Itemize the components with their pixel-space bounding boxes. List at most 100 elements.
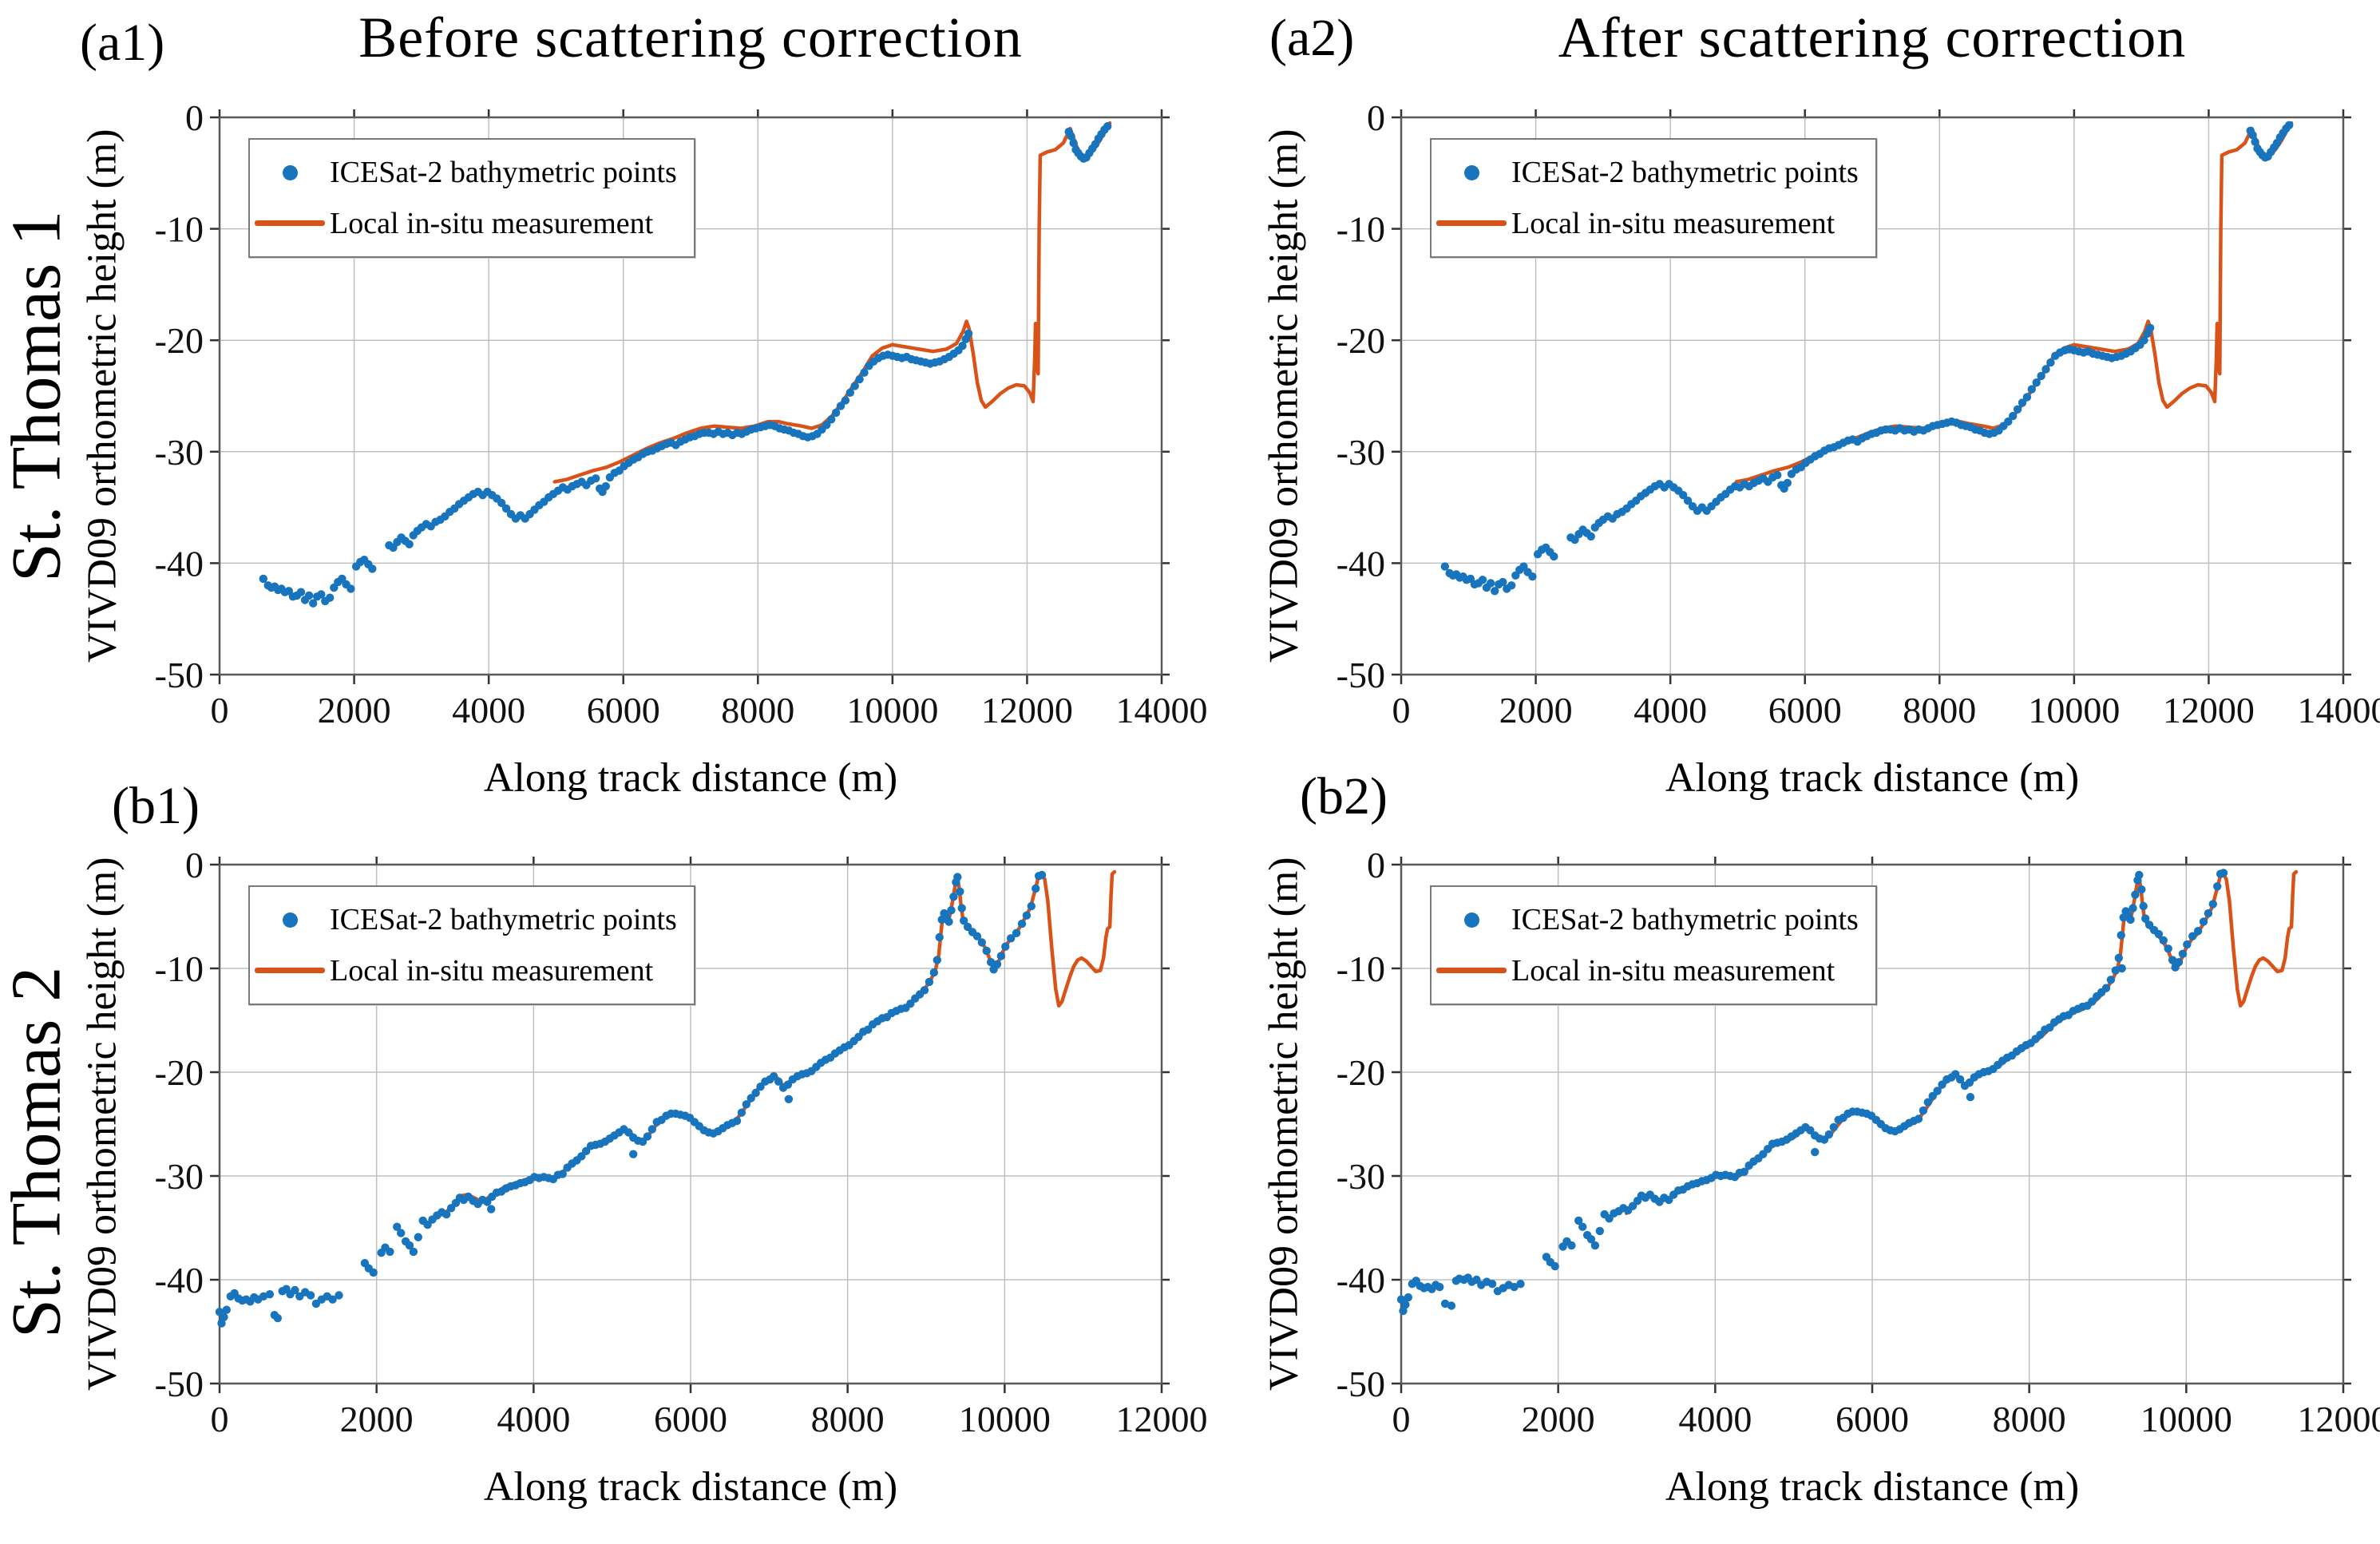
tick-marks: [1392, 857, 2351, 1393]
tick-marks: [210, 857, 1170, 1393]
legend-label: Local in-situ measurement: [1511, 206, 1835, 240]
svg-text:2000: 2000: [1522, 1399, 1595, 1439]
svg-text:-40: -40: [1337, 543, 1385, 584]
line-marker-icon: [255, 968, 325, 974]
svg-text:6000: 6000: [587, 690, 660, 730]
axes-box: [1400, 863, 2345, 1385]
subplot-b1: VIVD09 orthometric height (m) 0 2000 4000 6…: [80, 845, 1208, 1510]
svg-text:-50: -50: [155, 655, 204, 695]
panel-label-b1: (b1): [112, 777, 200, 835]
panel-label-a2: (a2): [1269, 9, 1355, 67]
legend: ICESat-2 bathymetric points Local in-sit…: [248, 885, 695, 1005]
y-tick-labels: 0 -10 -20 -30 -40 -50: [1337, 97, 1385, 695]
legend-label: Local in-situ measurement: [1511, 953, 1835, 988]
svg-text:-30: -30: [1337, 1156, 1385, 1197]
axes-box: [218, 116, 1163, 676]
svg-text:4000: 4000: [1678, 1399, 1752, 1439]
svg-text:14000: 14000: [1116, 690, 1208, 730]
legend-label: Local in-situ measurement: [330, 953, 654, 988]
svg-text:-30: -30: [155, 432, 204, 473]
x-tick-labels: 0 2000 4000 6000 8000 10000 12000 14000: [1392, 690, 2380, 730]
subplot-a2: VIVD09 orthometric height (m) 0 2000 4000 6…: [1261, 97, 2380, 801]
icesat2-points: [1440, 121, 2294, 596]
svg-text:0: 0: [1392, 1399, 1411, 1439]
x-tick-labels: 0 2000 4000 6000 8000 10000 12000: [1392, 1399, 2380, 1439]
x-axis-label: Along track distance (m): [1665, 1464, 2080, 1510]
svg-text:0: 0: [211, 1399, 229, 1439]
plot-area-b1: 0 2000 4000 6000 8000 10000 12000 0 -10 -20 -30 -40…: [155, 845, 1208, 1439]
svg-text:10000: 10000: [2140, 1399, 2232, 1439]
column-title-after: After scattering correction: [1558, 6, 2187, 69]
scatter-marker-icon: [1463, 912, 1479, 928]
legend-label: ICESat-2 bathymetric points: [330, 903, 677, 937]
svg-text:-20: -20: [155, 320, 204, 361]
svg-text:12000: 12000: [1116, 1399, 1208, 1439]
svg-text:0: 0: [211, 690, 229, 730]
x-tick-labels: 0 2000 4000 6000 8000 10000 12000: [211, 1399, 1208, 1439]
svg-text:-10: -10: [1337, 948, 1385, 989]
legend-label: ICESat-2 bathymetric points: [330, 156, 677, 190]
legend-item-line: Local in-situ measurement: [1432, 953, 1875, 988]
y-tick-labels: 0 -10 -20 -30 -40 -50: [155, 845, 204, 1404]
legend-item-line: Local in-situ measurement: [1432, 206, 1875, 241]
insitu-line: [552, 121, 1112, 484]
svg-text:-30: -30: [155, 1156, 204, 1197]
legend-item-scatter: ICESat-2 bathymetric points: [1432, 155, 1875, 190]
plot-area-a1: 0 2000 4000 6000 8000 10000 12000 14000 0 -10 -20 -…: [155, 97, 1208, 730]
svg-text:4000: 4000: [497, 1399, 570, 1439]
svg-text:10000: 10000: [2028, 690, 2120, 730]
svg-text:8000: 8000: [1993, 1399, 2066, 1439]
scatter-marker-icon: [282, 164, 298, 180]
svg-text:-10: -10: [155, 209, 204, 250]
legend-item-line: Local in-situ measurement: [250, 953, 694, 988]
subplot-a1: VIVD09 orthometric height (m) 0 2000 4000 6…: [80, 97, 1208, 801]
x-axis-label: Along track distance (m): [483, 1464, 898, 1510]
y-axis-label: VIVD09 orthometric height (m): [1261, 129, 1307, 663]
x-tick-labels: 0 2000 4000 6000 8000 10000 12000 14000: [211, 690, 1208, 730]
subplot-b2: VIVD09 orthometric height (m) 0 2000 4000 6…: [1261, 845, 2380, 1510]
svg-text:8000: 8000: [811, 1399, 885, 1439]
row-label-st-thomas-1: St. Thomas 1: [0, 210, 76, 582]
svg-text:2000: 2000: [1499, 690, 1573, 730]
icesat2-points: [259, 122, 1112, 608]
svg-text:14000: 14000: [2298, 690, 2380, 730]
panel-label-b2: (b2): [1300, 767, 1388, 825]
line-marker-icon: [1436, 220, 1507, 227]
svg-text:-50: -50: [155, 1364, 204, 1404]
tick-marks: [210, 109, 1170, 684]
svg-text:10000: 10000: [959, 1399, 1051, 1439]
y-tick-labels: 0 -10 -20 -30 -40 -50: [155, 97, 204, 695]
panel-label-a1: (a1): [80, 14, 165, 72]
svg-text:2000: 2000: [340, 1399, 414, 1439]
x-axis-label: Along track distance (m): [1665, 755, 2080, 801]
legend-label: ICESat-2 bathymetric points: [1511, 903, 1859, 937]
svg-text:12000: 12000: [981, 690, 1073, 730]
svg-text:4000: 4000: [452, 690, 525, 730]
axes-box: [1400, 116, 2345, 676]
y-axis-label: VIVD09 orthometric height (m): [79, 857, 125, 1392]
y-axis-label: VIVD09 orthometric height (m): [79, 129, 125, 663]
svg-text:-10: -10: [155, 948, 204, 989]
svg-text:8000: 8000: [721, 690, 794, 730]
svg-text:-50: -50: [1337, 655, 1385, 695]
y-tick-labels: 0 -10 -20 -30 -40 -50: [1337, 845, 1385, 1404]
line-marker-icon: [1436, 968, 1507, 974]
svg-text:0: 0: [1367, 845, 1385, 885]
svg-text:-50: -50: [1337, 1364, 1385, 1404]
svg-text:-40: -40: [155, 543, 204, 584]
svg-text:4000: 4000: [1634, 690, 1707, 730]
scatter-marker-icon: [1463, 164, 1479, 180]
row-label-st-thomas-2: St. Thomas 2: [0, 966, 76, 1338]
svg-text:2000: 2000: [318, 690, 391, 730]
svg-text:12000: 12000: [2163, 690, 2255, 730]
legend-label: ICESat-2 bathymetric points: [1511, 156, 1859, 190]
svg-text:-40: -40: [1337, 1260, 1385, 1301]
scatter-marker-icon: [282, 912, 298, 928]
axes-box: [218, 863, 1163, 1385]
svg-text:6000: 6000: [654, 1399, 727, 1439]
svg-text:-30: -30: [1337, 432, 1385, 473]
legend-label: Local in-situ measurement: [330, 206, 654, 240]
svg-text:8000: 8000: [1903, 690, 1976, 730]
svg-text:0: 0: [1392, 690, 1411, 730]
